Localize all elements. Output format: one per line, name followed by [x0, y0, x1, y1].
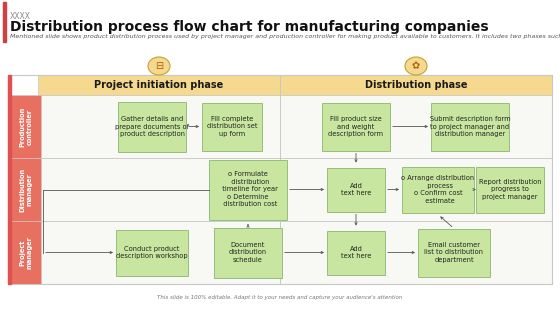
Bar: [38, 75, 280, 95]
Bar: [11, 221, 41, 284]
Text: ⊟: ⊟: [155, 61, 163, 71]
Bar: [118, 101, 186, 152]
Text: Distribution phase: Distribution phase: [365, 80, 467, 90]
Bar: [8, 75, 552, 284]
Text: Project
manager: Project manager: [20, 236, 32, 269]
Text: Document
distribution
schedule: Document distribution schedule: [229, 242, 267, 263]
Text: ✿: ✿: [412, 61, 420, 71]
Text: This slide is 100% editable. Adapt it to your needs and capture your audience's : This slide is 100% editable. Adapt it to…: [157, 295, 403, 300]
Text: Distribution process flow chart for manufacturing companies: Distribution process flow chart for manu…: [10, 20, 489, 34]
Text: Add
text here: Add text here: [341, 183, 371, 196]
Bar: [11, 158, 41, 221]
Bar: [327, 231, 385, 274]
Bar: [431, 102, 509, 151]
Bar: [476, 167, 544, 213]
Bar: [8, 75, 11, 284]
Text: Project initiation phase: Project initiation phase: [95, 80, 223, 90]
Bar: [202, 102, 262, 151]
Bar: [38, 221, 552, 284]
Text: Gather details and
prepare documents of
product description: Gather details and prepare documents of …: [115, 116, 189, 137]
Text: Production
controller: Production controller: [20, 106, 32, 146]
Text: Add
text here: Add text here: [341, 246, 371, 259]
Bar: [38, 158, 552, 221]
Text: Conduct product
description workshop: Conduct product description workshop: [116, 246, 188, 259]
Bar: [322, 102, 390, 151]
Bar: [280, 75, 552, 95]
Bar: [327, 168, 385, 211]
Bar: [402, 167, 474, 213]
Text: Mentioned slide shows product distribution process used by project manager and p: Mentioned slide shows product distributi…: [10, 34, 560, 39]
Bar: [116, 230, 188, 276]
Bar: [209, 159, 287, 220]
Text: Email customer
list to distribution
department: Email customer list to distribution depa…: [424, 242, 483, 263]
Bar: [3, 2, 6, 42]
Ellipse shape: [405, 57, 427, 75]
Bar: [418, 228, 490, 277]
Text: o Arrange distribution
  process
o Confirm cost
  estimate: o Arrange distribution process o Confirm…: [402, 175, 474, 204]
Text: Fill product size
and weight
description form: Fill product size and weight description…: [329, 116, 384, 137]
Text: Submit description form
to project manager and
distribution manager: Submit description form to project manag…: [430, 116, 510, 137]
Text: Fill complete
distribution set
up form: Fill complete distribution set up form: [207, 116, 257, 137]
Text: Distribution
manager: Distribution manager: [20, 168, 32, 212]
Bar: [214, 227, 282, 278]
Text: Report distribution
progress to
project manager: Report distribution progress to project …: [479, 179, 542, 200]
Text: XXXX: XXXX: [10, 12, 31, 21]
Ellipse shape: [148, 57, 170, 75]
Bar: [11, 95, 41, 158]
Text: o Formulate
  distribution
  timeline for year
o Determine
  distribution cost: o Formulate distribution timeline for ye…: [218, 171, 278, 208]
Bar: [38, 95, 552, 158]
